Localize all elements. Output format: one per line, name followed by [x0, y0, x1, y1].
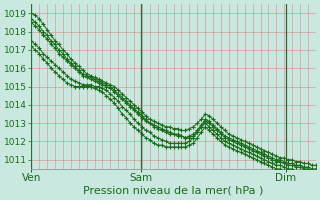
- X-axis label: Pression niveau de la mer( hPa ): Pression niveau de la mer( hPa ): [84, 186, 264, 196]
